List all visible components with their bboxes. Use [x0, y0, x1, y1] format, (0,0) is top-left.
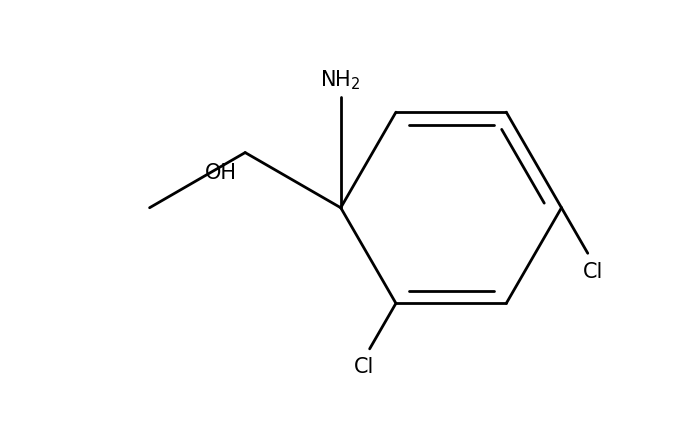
Text: Cl: Cl: [583, 262, 603, 282]
Text: Cl: Cl: [354, 357, 374, 377]
Text: OH: OH: [205, 163, 237, 183]
Text: NH$_2$: NH$_2$: [320, 69, 361, 92]
